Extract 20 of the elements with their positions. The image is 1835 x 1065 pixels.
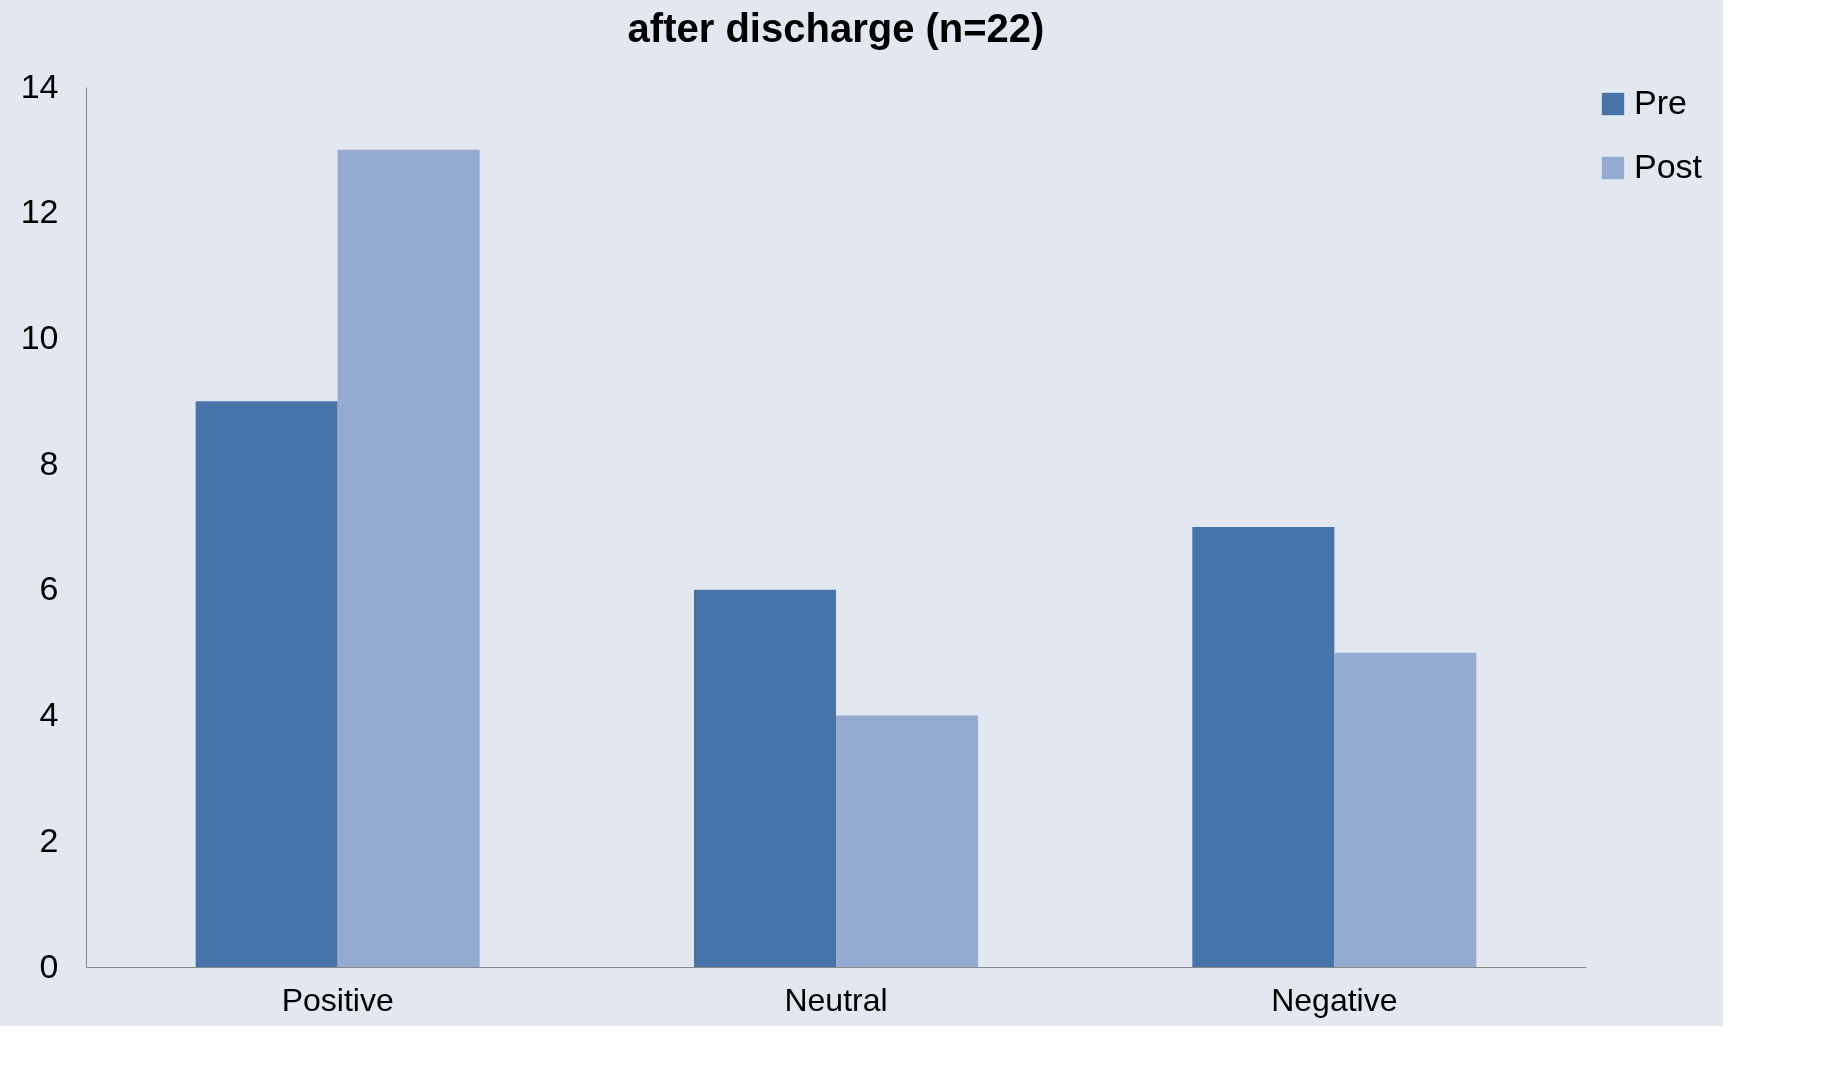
- bar: [693, 589, 836, 967]
- bar: [1334, 652, 1477, 967]
- x-tick-label: Positive: [281, 981, 394, 1018]
- legend-label: Pre: [1634, 83, 1687, 121]
- bar: [195, 401, 338, 967]
- bar: [1192, 527, 1335, 967]
- y-tick-label: 2: [39, 820, 59, 859]
- y-tick-label: 10: [20, 317, 59, 356]
- y-tick-label: 0: [39, 946, 59, 985]
- y-tick-label: 6: [39, 569, 59, 608]
- legend-label: Post: [1634, 147, 1703, 185]
- x-tick-label: Negative: [1271, 981, 1398, 1018]
- y-tick-label: 4: [39, 695, 59, 734]
- y-tick-label: 8: [39, 443, 59, 482]
- x-tick-label: Neutral: [784, 981, 888, 1018]
- bar: [836, 715, 979, 967]
- y-tick-label: 12: [20, 192, 59, 231]
- bar: [337, 149, 480, 967]
- chart-title: after discharge (n=22): [627, 6, 1045, 50]
- y-tick-label: 14: [20, 66, 59, 105]
